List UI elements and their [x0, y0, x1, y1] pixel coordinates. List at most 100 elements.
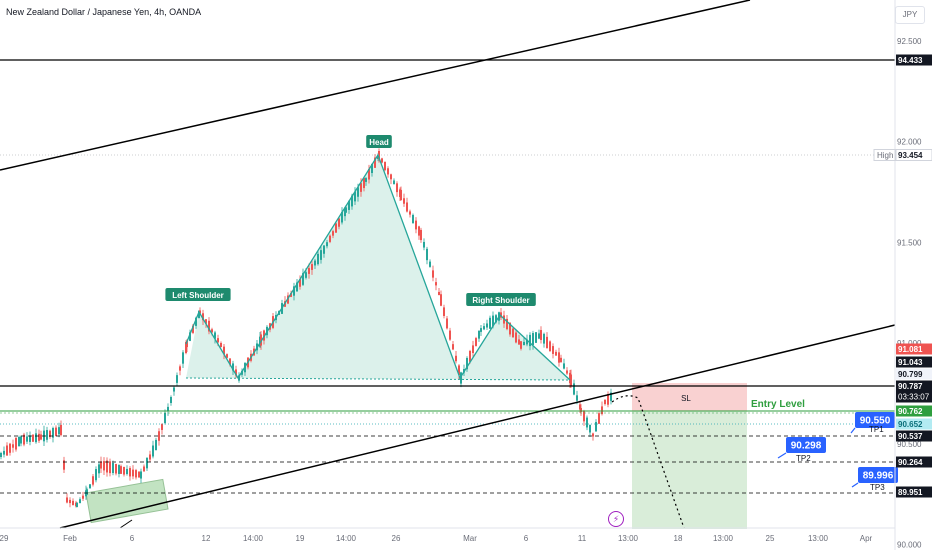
x-tick-label: 13:00 [618, 534, 639, 543]
hs-pattern-fill [186, 155, 570, 380]
candle-body [423, 241, 425, 248]
candle-body [260, 334, 262, 346]
y-tick-label: 92.000 [897, 138, 922, 147]
candle-body [381, 158, 383, 163]
candle-body [205, 319, 207, 324]
candle-body [6, 445, 8, 456]
candle-body [118, 465, 120, 474]
price-tag-value: 89.951 [898, 488, 923, 497]
candle [126, 465, 128, 476]
candle-body [235, 369, 237, 376]
candle-body [348, 201, 350, 210]
candle-body [40, 434, 42, 440]
candle-body [435, 282, 437, 286]
candle-body [132, 469, 134, 477]
candle-body [549, 341, 551, 352]
candle-body [72, 500, 74, 506]
candle [92, 474, 94, 487]
candle-body [546, 336, 548, 349]
candle-body [538, 333, 540, 339]
candle [223, 343, 225, 360]
candle-body [480, 328, 482, 332]
price-tag-value: 91.081 [898, 345, 923, 354]
candle-body [518, 339, 520, 345]
candle [129, 466, 131, 481]
candle-body [586, 417, 588, 428]
candle [12, 439, 14, 453]
candle [314, 258, 316, 269]
candle [332, 229, 334, 239]
candle [435, 277, 437, 291]
candle [546, 332, 548, 349]
entry-level-label: Entry Level [751, 399, 805, 410]
candle-body [214, 332, 216, 339]
tp-label: TP1 [869, 425, 884, 434]
candle [86, 487, 88, 496]
candle [532, 330, 534, 350]
candle-body [478, 330, 480, 339]
candle-body [314, 260, 316, 266]
channel-lower-line [59, 324, 896, 529]
price-tag-value: 90.762 [898, 407, 923, 416]
candle-body [192, 325, 194, 333]
neckline [185, 377, 571, 381]
candle [475, 336, 477, 347]
price-tag-bg [896, 54, 932, 66]
candle [400, 186, 402, 201]
candle-body [3, 450, 5, 455]
candle [0, 451, 2, 460]
candle-body [506, 318, 508, 330]
y-tick-label: 92.500 [897, 37, 922, 46]
x-tick-label: 18 [674, 534, 683, 543]
candle-body [509, 322, 511, 335]
candle-body [98, 464, 100, 474]
candle [449, 327, 451, 341]
candle [293, 282, 295, 301]
candle [18, 435, 20, 447]
candle [69, 497, 71, 508]
candle [3, 446, 5, 458]
candle [179, 364, 181, 376]
candle-body [351, 195, 353, 207]
x-tick-label: 6 [524, 534, 529, 543]
candle [406, 197, 408, 213]
candle [607, 391, 609, 408]
lightning-icon[interactable]: ⚡ [608, 511, 624, 527]
price-tag-value: 93.454 [898, 151, 923, 160]
candle-body [106, 460, 108, 473]
candle-body [290, 293, 292, 297]
candle-body [443, 307, 445, 316]
tp-callout-value: 90.550 [860, 416, 891, 427]
candle-body [308, 268, 310, 274]
candle [592, 432, 594, 441]
candle [76, 502, 78, 508]
price-tag-value: 90.799 [898, 370, 923, 379]
price-tag-bg [896, 343, 932, 355]
candle [500, 308, 502, 321]
tp-callout-pointer [851, 482, 859, 488]
candle-body [15, 437, 17, 450]
candle [46, 426, 48, 443]
candle-body [12, 444, 14, 448]
candle-body [135, 470, 137, 478]
candle [418, 225, 420, 240]
candle-body [220, 342, 222, 348]
candle [368, 164, 370, 184]
candle-body [149, 454, 151, 460]
candle-body [69, 499, 71, 504]
x-tick-label: 29 [0, 534, 9, 543]
candle-body [100, 461, 102, 469]
projection-path [611, 395, 685, 529]
candle [26, 432, 28, 445]
tp-label: TP3 [870, 483, 885, 492]
candle-body [23, 434, 25, 445]
candle-body [18, 436, 20, 447]
candle-body [52, 427, 54, 438]
candle-body [223, 346, 225, 355]
candle [558, 347, 560, 367]
price-tag-value: 91.043 [898, 358, 923, 367]
candle-body [317, 253, 319, 265]
tp-callout-pointer [777, 452, 787, 459]
candle-body [173, 387, 175, 392]
